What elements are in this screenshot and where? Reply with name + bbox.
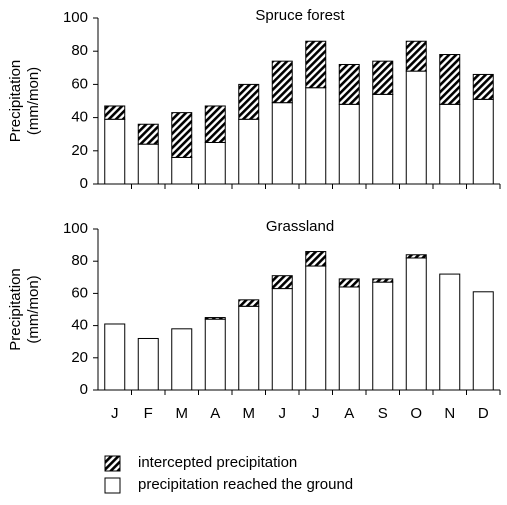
y-axis-label: (mm/mon) (25, 275, 42, 343)
bar-segment (305, 265, 327, 391)
bar-segment (238, 118, 260, 185)
bar-segment (204, 318, 226, 391)
bar-segment (137, 337, 159, 391)
bar-segment (405, 257, 427, 391)
y-tick-label: 100 (63, 9, 88, 26)
y-tick-label: 60 (71, 75, 88, 92)
bar-segment (171, 328, 193, 391)
y-axis-label: Precipitation (7, 60, 24, 143)
bar-segment (238, 299, 260, 307)
y-tick-label: 80 (71, 42, 88, 59)
y-tick-label: 60 (71, 284, 88, 301)
bar-segment (104, 118, 126, 185)
bar-segment (305, 251, 327, 267)
y-tick-label: 0 (80, 381, 88, 398)
x-tick-label: A (210, 405, 220, 422)
y-tick-label: 0 (80, 175, 88, 192)
y-axis-label: (mm/mon) (25, 67, 42, 135)
bar-segment (472, 98, 494, 185)
y-axis-label: Precipitation (7, 268, 24, 351)
bar-segment (204, 317, 226, 320)
legend-swatch (104, 477, 121, 494)
bar-segment (271, 275, 293, 290)
x-tick-label: F (144, 405, 153, 422)
x-tick-label: O (410, 405, 422, 422)
y-tick-label: 40 (71, 317, 88, 334)
x-tick-label: S (378, 405, 388, 422)
x-tick-label: A (344, 405, 354, 422)
y-tick-label: 100 (63, 220, 88, 237)
bar-segment (271, 60, 293, 104)
x-tick-label: N (444, 405, 455, 422)
bar-segment (439, 103, 461, 185)
bar-segment (137, 123, 159, 145)
bar-segment (338, 103, 360, 185)
bar-segment (171, 112, 193, 158)
bar-segment (305, 40, 327, 89)
legend-swatch (104, 455, 121, 472)
bar-segment (271, 288, 293, 391)
bar-segment (372, 60, 394, 95)
y-tick-label: 80 (71, 252, 88, 269)
x-tick-label: D (478, 405, 489, 422)
bar-segment (405, 254, 427, 259)
chart-title: Grassland (266, 218, 334, 235)
bar-segment (405, 40, 427, 72)
bar-segment (238, 305, 260, 391)
bar-segment (171, 156, 193, 185)
bar-segment (137, 143, 159, 185)
y-tick-label: 40 (71, 109, 88, 126)
bar-segment (338, 286, 360, 391)
x-tick-label: J (111, 405, 119, 422)
bar-segment (372, 281, 394, 391)
legend-label: precipitation reached the ground (138, 476, 353, 493)
bar-segment (271, 102, 293, 185)
bar-segment (104, 323, 126, 391)
y-tick-label: 20 (71, 349, 88, 366)
bar-segment (405, 70, 427, 185)
bar-segment (204, 105, 226, 144)
bar-segment (338, 278, 360, 288)
bar-segment (439, 273, 461, 391)
x-tick-label: M (243, 405, 256, 422)
bar-segment (372, 278, 394, 283)
x-tick-label: M (176, 405, 189, 422)
x-tick-label: J (312, 405, 320, 422)
bar-segment (372, 93, 394, 185)
bar-segment (104, 105, 126, 120)
bar-segment (472, 73, 494, 100)
chart-title: Spruce forest (255, 7, 345, 24)
bar-segment (204, 142, 226, 185)
legend-label: intercepted precipitation (138, 454, 297, 471)
bar-segment (338, 63, 360, 105)
x-tick-label: J (279, 405, 287, 422)
bar-segment (472, 291, 494, 391)
y-tick-label: 20 (71, 142, 88, 159)
bar-segment (305, 87, 327, 185)
bar-segment (238, 83, 260, 120)
bar-segment (439, 54, 461, 105)
